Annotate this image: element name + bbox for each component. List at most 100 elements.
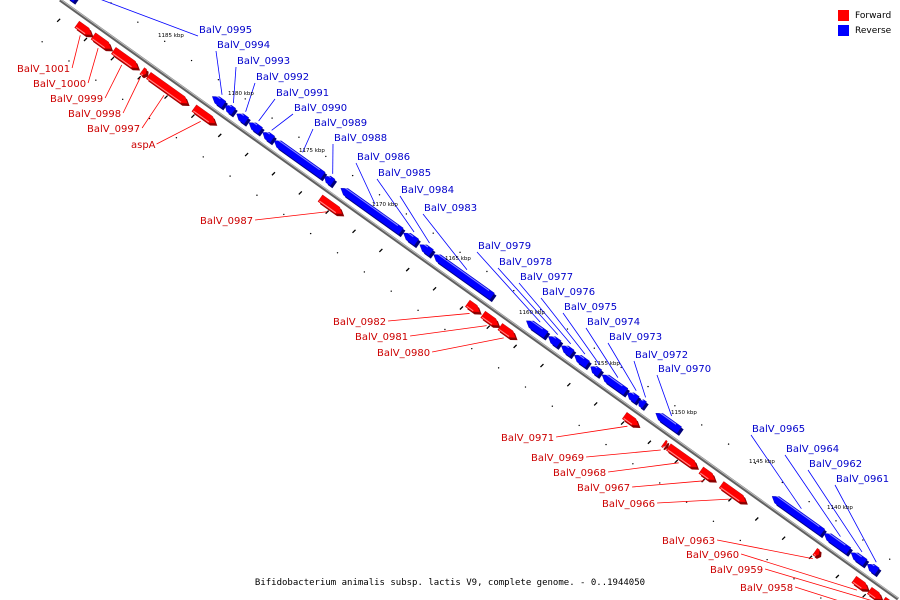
tick-mark bbox=[674, 459, 679, 464]
gene-label: BalV_0971 bbox=[501, 433, 554, 444]
gene-label: BalV_0990 bbox=[294, 103, 347, 114]
genome-caption: Bifidobacterium animalis subsp. lactis V… bbox=[254, 578, 646, 588]
gene-BalV_0991 bbox=[248, 120, 265, 137]
leader-line bbox=[834, 484, 877, 563]
leader-line bbox=[376, 178, 415, 233]
leader-line bbox=[750, 434, 802, 509]
gene-label: BalV_0977 bbox=[520, 272, 573, 283]
gene-label: BalV_0981 bbox=[355, 332, 408, 343]
tick-dot bbox=[432, 232, 434, 234]
gene-arrow-highlight bbox=[623, 418, 633, 425]
tick-dot bbox=[283, 213, 285, 216]
gene-BalV_0978 bbox=[548, 334, 564, 350]
tick-mark bbox=[164, 95, 169, 99]
leader-line bbox=[740, 553, 858, 591]
gene-arrow-highlight bbox=[853, 550, 862, 558]
gene-arrow bbox=[866, 586, 883, 600]
gene-label: BalV_0978 bbox=[499, 257, 552, 268]
scale-marker-label: 1140 kbp bbox=[827, 505, 853, 511]
leader-line bbox=[422, 213, 468, 271]
gene-arrow-highlight bbox=[657, 411, 677, 425]
tick-mark bbox=[56, 18, 61, 23]
leader-line bbox=[355, 162, 376, 205]
tick-dot bbox=[256, 194, 258, 196]
leader-line bbox=[562, 312, 600, 365]
gene-BalV_0977 bbox=[561, 343, 577, 360]
scale-marker-label: 1160 kbp bbox=[519, 310, 545, 316]
gene-arrow bbox=[718, 481, 747, 503]
gene-BalV_0961 bbox=[867, 562, 882, 578]
gene-arrow bbox=[433, 254, 495, 300]
gene-arrow bbox=[419, 244, 434, 257]
leader-line bbox=[607, 342, 637, 391]
tick-dot bbox=[486, 270, 488, 273]
gene-BalV_0959 bbox=[866, 586, 884, 600]
tick-mark bbox=[620, 421, 625, 426]
gene-arrow-highlight bbox=[466, 305, 474, 312]
gene-BalV_0968 bbox=[665, 443, 700, 470]
gene-arrow-highlight bbox=[75, 26, 86, 35]
tick-dot bbox=[148, 117, 151, 120]
tick-dot bbox=[378, 194, 381, 196]
gene-arrow-highlight bbox=[550, 334, 557, 339]
gene-BalV_0963 bbox=[812, 548, 822, 559]
tick-dot bbox=[202, 156, 204, 158]
gene-label: BalV_0976 bbox=[542, 287, 595, 298]
gene-arrow-highlight bbox=[667, 449, 691, 467]
gene-arrow-highlight bbox=[214, 94, 221, 100]
gene-BalV_0973 bbox=[626, 390, 642, 406]
gene-arrow-highlight bbox=[498, 329, 510, 337]
leader-line bbox=[518, 282, 572, 345]
gene-arrow bbox=[771, 496, 826, 536]
gene-label: BalV_0985 bbox=[378, 168, 431, 179]
gene-label: BalV_0960 bbox=[686, 550, 739, 561]
tick-dot bbox=[405, 213, 408, 215]
tick-dot bbox=[68, 60, 70, 62]
tick-mark bbox=[459, 306, 464, 310]
tick-dot bbox=[889, 558, 891, 560]
gene-arrow-highlight bbox=[528, 318, 543, 330]
leader-line bbox=[410, 325, 487, 337]
tick-mark bbox=[244, 152, 249, 157]
tick-mark bbox=[110, 56, 115, 61]
legend-reverse: Reverse bbox=[838, 23, 898, 38]
leader-line bbox=[633, 360, 646, 398]
gene-arrow-highlight bbox=[826, 531, 846, 546]
gene-arrow-highlight bbox=[227, 103, 232, 108]
leader-line bbox=[388, 313, 470, 322]
tick-dot bbox=[471, 347, 473, 350]
tick-mark bbox=[540, 363, 544, 368]
leader-line bbox=[556, 425, 628, 438]
gene-BalV_0997 bbox=[145, 72, 190, 106]
gene-BalV_0992 bbox=[236, 111, 251, 127]
tick-dot bbox=[754, 462, 757, 465]
forward-swatch bbox=[838, 10, 849, 21]
gene-BalV_0962 bbox=[850, 550, 870, 569]
leader-line bbox=[245, 82, 256, 112]
gene-arrow-highlight bbox=[629, 390, 635, 395]
gene-arrow-highlight bbox=[720, 487, 740, 502]
leader-line bbox=[302, 128, 314, 153]
tick-dot bbox=[820, 597, 822, 599]
gene-label: aspA bbox=[131, 140, 156, 151]
gene-label: BalV_0964 bbox=[786, 444, 839, 455]
gene-arrow bbox=[665, 443, 698, 468]
gene-label: BalV_0989 bbox=[314, 118, 367, 129]
tick-dot bbox=[363, 271, 366, 273]
gene-BalV_0984 bbox=[419, 242, 436, 259]
tick-dot bbox=[808, 500, 810, 503]
gene-BalV_0994 bbox=[211, 94, 228, 111]
tick-dot bbox=[727, 443, 730, 445]
tick-dot bbox=[229, 175, 231, 177]
tick-mark bbox=[513, 344, 518, 349]
tick-mark bbox=[137, 75, 142, 80]
tick-mark bbox=[486, 325, 491, 330]
gene-BalV_0989 bbox=[273, 138, 328, 182]
scale-markers: 1185 kbp 1180 kbp 1175 kbp 1170 kbp 1165 kbp… bbox=[158, 33, 853, 511]
gene-arrow-highlight bbox=[604, 372, 623, 387]
tick-dot bbox=[524, 386, 527, 388]
tick-dot bbox=[513, 289, 515, 292]
tick-mark bbox=[727, 497, 732, 502]
tick-dot bbox=[271, 117, 273, 119]
leader-line bbox=[271, 113, 294, 131]
